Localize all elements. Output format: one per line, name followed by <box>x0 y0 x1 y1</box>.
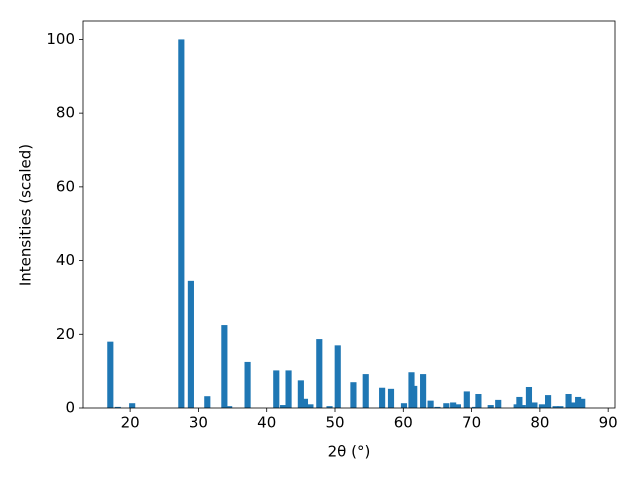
bar <box>107 341 114 408</box>
bar <box>362 374 369 408</box>
bar <box>525 386 533 408</box>
bar <box>285 370 292 408</box>
y-tick-label: 0 <box>65 399 75 417</box>
bar <box>443 403 450 408</box>
bar <box>575 396 582 408</box>
bar <box>316 339 323 408</box>
plot-frame <box>82 20 616 409</box>
bar <box>350 382 357 408</box>
bar <box>565 393 572 408</box>
y-tick-label: 20 <box>56 325 75 343</box>
y-axis-label: Intensities (scaled) <box>17 144 35 286</box>
bar <box>545 395 552 408</box>
y-tick-label: 80 <box>56 104 75 122</box>
bar <box>552 406 559 408</box>
bar <box>569 402 576 408</box>
bar <box>463 391 470 408</box>
bar <box>471 406 479 408</box>
bar <box>411 385 418 408</box>
bar <box>454 404 461 408</box>
y-tick-label: 40 <box>56 251 75 269</box>
y-tick-label: 60 <box>56 177 75 195</box>
x-tick-label: 20 <box>121 414 140 432</box>
bar <box>434 406 441 408</box>
x-tick-label: 70 <box>462 414 481 432</box>
bar <box>400 403 408 408</box>
bar <box>379 387 386 408</box>
bar <box>226 406 233 408</box>
x-axis-label: 2θ (°) <box>328 443 371 461</box>
bar <box>531 402 538 408</box>
bar <box>487 405 494 408</box>
x-tick-label: 30 <box>189 414 208 432</box>
bar <box>420 374 427 408</box>
bar <box>297 380 304 408</box>
y-tick-label: 100 <box>46 30 75 48</box>
bar <box>519 405 526 408</box>
x-tick-label: 90 <box>599 414 618 432</box>
bar <box>280 405 287 408</box>
bar <box>516 396 523 408</box>
bar <box>178 39 185 409</box>
bar <box>129 403 136 408</box>
bar <box>273 370 280 408</box>
bar <box>204 396 211 408</box>
x-tick-label: 60 <box>394 414 413 432</box>
bar <box>450 402 457 408</box>
bar <box>387 388 395 408</box>
bar <box>538 404 545 408</box>
bar <box>579 398 586 408</box>
bar <box>427 400 434 408</box>
x-tick-label: 80 <box>530 414 549 432</box>
bar <box>114 406 121 408</box>
x-tick-label: 50 <box>325 414 344 432</box>
bar <box>244 361 251 408</box>
bar <box>301 398 309 408</box>
bar <box>326 406 333 408</box>
bar <box>307 404 314 408</box>
x-tick-label: 40 <box>257 414 276 432</box>
bar <box>557 406 564 408</box>
bar <box>187 280 194 408</box>
bar <box>221 325 228 408</box>
bar <box>334 345 341 408</box>
bar <box>475 393 482 408</box>
bar <box>495 399 502 408</box>
